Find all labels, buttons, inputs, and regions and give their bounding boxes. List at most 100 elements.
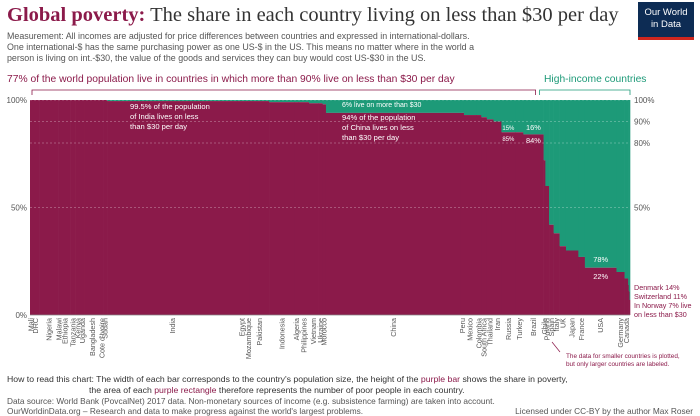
country-label-39: Germany: [616, 318, 625, 348]
country-label-21: China: [389, 318, 398, 337]
bar-poor-24: [476, 115, 482, 315]
bar-nonpoor-12: [237, 100, 248, 102]
bar-nonpoor-34: [553, 100, 560, 234]
bar-nonpoor-29: [515, 100, 524, 133]
bar-nonpoor-18: [308, 100, 319, 104]
country-label-27: Iran: [493, 318, 502, 330]
annotation-norway-2: on less than $30: [634, 310, 687, 319]
bar-poor-42: [628, 291, 630, 315]
bar-nonpoor-27: [493, 100, 502, 122]
bar-poor-32: [545, 186, 550, 315]
annotation-denmark: Denmark 14%: [634, 283, 680, 292]
bar-nonpoor-11: [107, 100, 238, 102]
bar-nonpoor-31: [543, 100, 546, 161]
bar-poor-34: [553, 233, 560, 315]
annotation-usa-bottom: 22%: [593, 272, 608, 281]
bar-nonpoor-35: [559, 100, 567, 247]
bar-poor-15: [269, 102, 296, 316]
bar-poor-16: [294, 102, 300, 316]
group-label-poor-countries: 77% of the world population live in coun…: [7, 74, 455, 85]
y-tick-right-1: 80%: [634, 139, 650, 148]
chart-title: Global poverty: The share in each countr…: [7, 4, 619, 26]
bar-poor-29: [515, 132, 524, 315]
country-label-14: Pakistan: [255, 318, 264, 346]
country-label-19: Ukraine: [316, 318, 325, 343]
bar-poor-40: [624, 278, 629, 315]
bar-nonpoor-33: [549, 100, 554, 225]
country-label-16: Algeria: [292, 318, 301, 340]
y-tick-right-0: 50%: [634, 204, 650, 213]
country-label-11: India: [168, 318, 177, 334]
country-label-25: South Africa: [480, 318, 489, 357]
bar-nonpoor-39: [616, 100, 625, 272]
chart-subtitle: Measurement: All incomes are adjusted fo…: [7, 31, 475, 63]
bar-poor-13: [246, 101, 251, 315]
country-label-7: Uganda: [78, 318, 87, 343]
bar-poor-1: [31, 100, 40, 315]
country-label-15: Indonesia: [277, 318, 286, 349]
bar-nonpoor-21: [325, 100, 462, 113]
bar-poor-5: [70, 100, 76, 315]
bar-nonpoor-26: [486, 100, 494, 120]
country-label-20: Morocco: [320, 318, 329, 346]
y-tick-left-0: 0%: [15, 311, 27, 320]
bar-poor-43: [629, 299, 631, 315]
bracket-poor: [31, 89, 537, 95]
annotation-russia-top: 15%: [502, 126, 515, 132]
country-label-34: Italy: [552, 318, 561, 332]
bar-nonpoor-30: [523, 100, 544, 135]
bar-poor-39: [616, 272, 625, 315]
bar-nonpoor-38: [584, 100, 617, 268]
bar-poor-35: [559, 246, 567, 315]
bar-poor-6: [75, 100, 81, 315]
bar-poor-23: [463, 115, 477, 315]
bar-poor-31: [543, 160, 546, 315]
bar-poor-8: [84, 100, 102, 315]
bar-nonpoor-13: [246, 100, 251, 102]
source-note: Data source: World Bank (PovcalNet) 2017…: [7, 396, 495, 416]
bar-poor-9: [100, 100, 104, 315]
owid-logo[interactable]: Our World in Data: [638, 2, 694, 40]
bar-poor-21: [325, 112, 462, 316]
annotation-switzerland: Switzerland 11%: [634, 292, 688, 301]
bar-nonpoor-17: [298, 100, 310, 103]
bar-poor-28: [501, 132, 516, 315]
bar-nonpoor-23: [463, 100, 477, 116]
country-label-28: Russia: [504, 318, 513, 340]
note-small-countries-2: but only larger countries are labeled.: [566, 361, 670, 368]
bar-poor-18: [308, 103, 319, 315]
country-label-31: Chile: [540, 318, 549, 334]
country-label-5: Tanzania: [68, 318, 77, 347]
bar-poor-19: [318, 103, 323, 315]
annotation-india-2: of India lives on less: [130, 112, 199, 121]
license-note: Licensed under CC-BY by the author Max R…: [515, 406, 693, 416]
annotation-brazil-top: 16%: [526, 123, 541, 132]
country-label-40: Canada: [622, 318, 631, 343]
country-label-29: Turkey: [515, 318, 524, 340]
annotation-china-2: of China lives on less: [342, 123, 414, 132]
bar-nonpoor-19: [318, 100, 323, 104]
annotation-usa-top: 78%: [593, 255, 608, 264]
bar-poor-30: [523, 134, 544, 315]
bar-poor-2: [39, 100, 59, 315]
bar-nonpoor-36: [565, 100, 579, 251]
country-label-38: USA: [596, 318, 605, 333]
y-tick-left-1: 50%: [11, 204, 27, 213]
annotation-india-1: 99.5% of the population: [130, 102, 210, 111]
bar-poor-41: [628, 284, 630, 315]
country-label-12: Egypt: [238, 318, 247, 336]
annotation-china-1: 94% of the population: [342, 113, 415, 122]
bar-poor-38: [584, 267, 617, 315]
annotation-brazil-bottom: 84%: [526, 136, 541, 145]
country-label-3: Malawi: [54, 318, 63, 341]
country-label-2: Nigeria: [44, 318, 53, 341]
country-label-35: UK: [558, 318, 567, 328]
bar-nonpoor-24: [476, 100, 482, 116]
note-small-countries-1: The data for smaller countries is plotte…: [566, 353, 680, 360]
bar-poor-3: [58, 100, 61, 315]
small-countries-pointer: [551, 341, 561, 353]
bar-poor-20: [322, 104, 327, 315]
bar-poor-4: [59, 100, 71, 315]
bar-poor-26: [486, 119, 494, 315]
bar-nonpoor-41: [628, 100, 630, 285]
